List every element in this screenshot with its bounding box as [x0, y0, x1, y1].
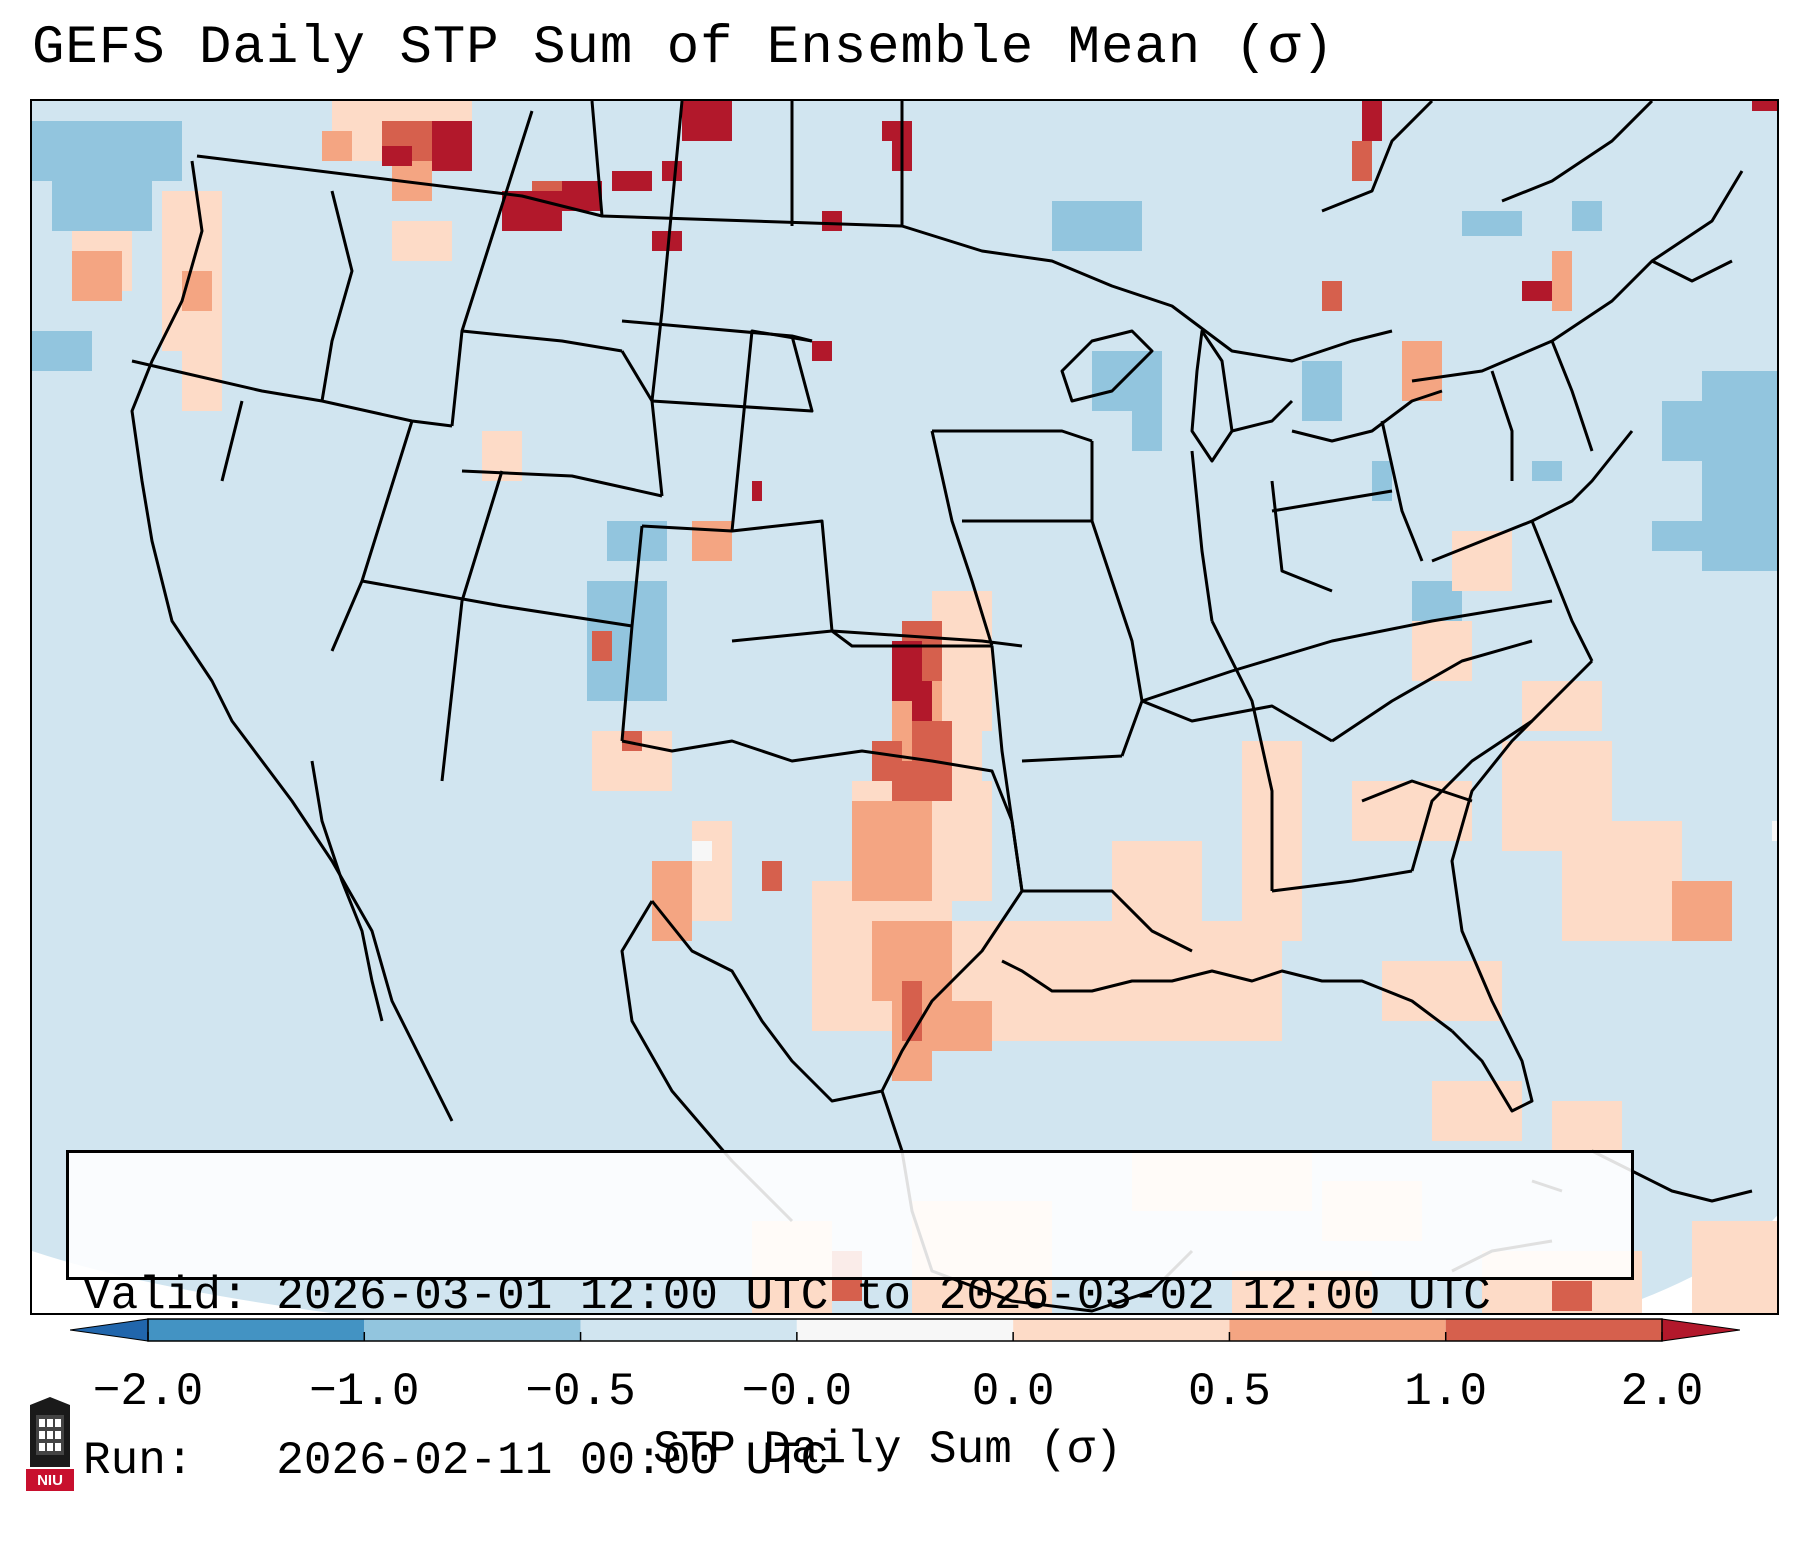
run-label: Run:: [83, 1435, 194, 1487]
colorbar-segment: [1445, 1319, 1662, 1341]
university-tower-logo-icon: [26, 1397, 74, 1491]
colorbar: [70, 1318, 1740, 1342]
colorbar-tick-label: 1.0: [1404, 1366, 1488, 1418]
colorbar-tick-label: −0.5: [525, 1366, 636, 1418]
map-svg: [32, 101, 1777, 1313]
colorbar-extend-low: [70, 1318, 149, 1342]
chart-title: GEFS Daily STP Sum of Ensemble Mean (σ): [32, 18, 1335, 79]
colorbar-tick-label: 2.0: [1620, 1366, 1704, 1418]
colorbar-segment: [148, 1319, 365, 1341]
colorbar-extend-high: [1661, 1318, 1740, 1342]
colorbar-segment: [580, 1319, 797, 1341]
valid-value: 2026-03-01 12:00 UTC to 2026-03-02 12:00…: [276, 1270, 1491, 1322]
colorbar-outline: [147, 1318, 1663, 1342]
colorbar-tick-label: −0.0: [741, 1366, 853, 1418]
stp-anomaly-field: [32, 101, 1777, 1313]
colorbar-segment: [1229, 1319, 1446, 1341]
map-panel: [30, 99, 1779, 1315]
colorbar-label: STP Daily Sum (σ): [653, 1424, 1123, 1476]
colorbar-segment: [796, 1319, 1014, 1341]
run-row: Run: 2026-02-11 00:00 UTC: [83, 1434, 1617, 1489]
colorbar-tick-label: −2.0: [92, 1366, 204, 1418]
niu-logo-text: NIU: [37, 1472, 63, 1489]
projection-edge-left: [32, 1251, 331, 1313]
colorbar-tick-label: −1.0: [309, 1366, 420, 1418]
run-value: 2026-02-11 00:00 UTC: [276, 1435, 829, 1487]
niu-logo: NIU: [22, 1397, 78, 1493]
colorbar-tick-label: 0.0: [971, 1366, 1055, 1418]
colorbar-tick-label: 0.5: [1188, 1366, 1271, 1418]
valid-row: Valid: 2026-03-01 12:00 UTC to 2026-03-0…: [83, 1269, 1617, 1324]
colorbar-segment: [1013, 1319, 1230, 1341]
valid-run-info-box: Valid: 2026-03-01 12:00 UTC to 2026-03-0…: [66, 1150, 1634, 1487]
colorbar-segment: [364, 1319, 581, 1341]
valid-label: Valid:: [83, 1270, 249, 1322]
